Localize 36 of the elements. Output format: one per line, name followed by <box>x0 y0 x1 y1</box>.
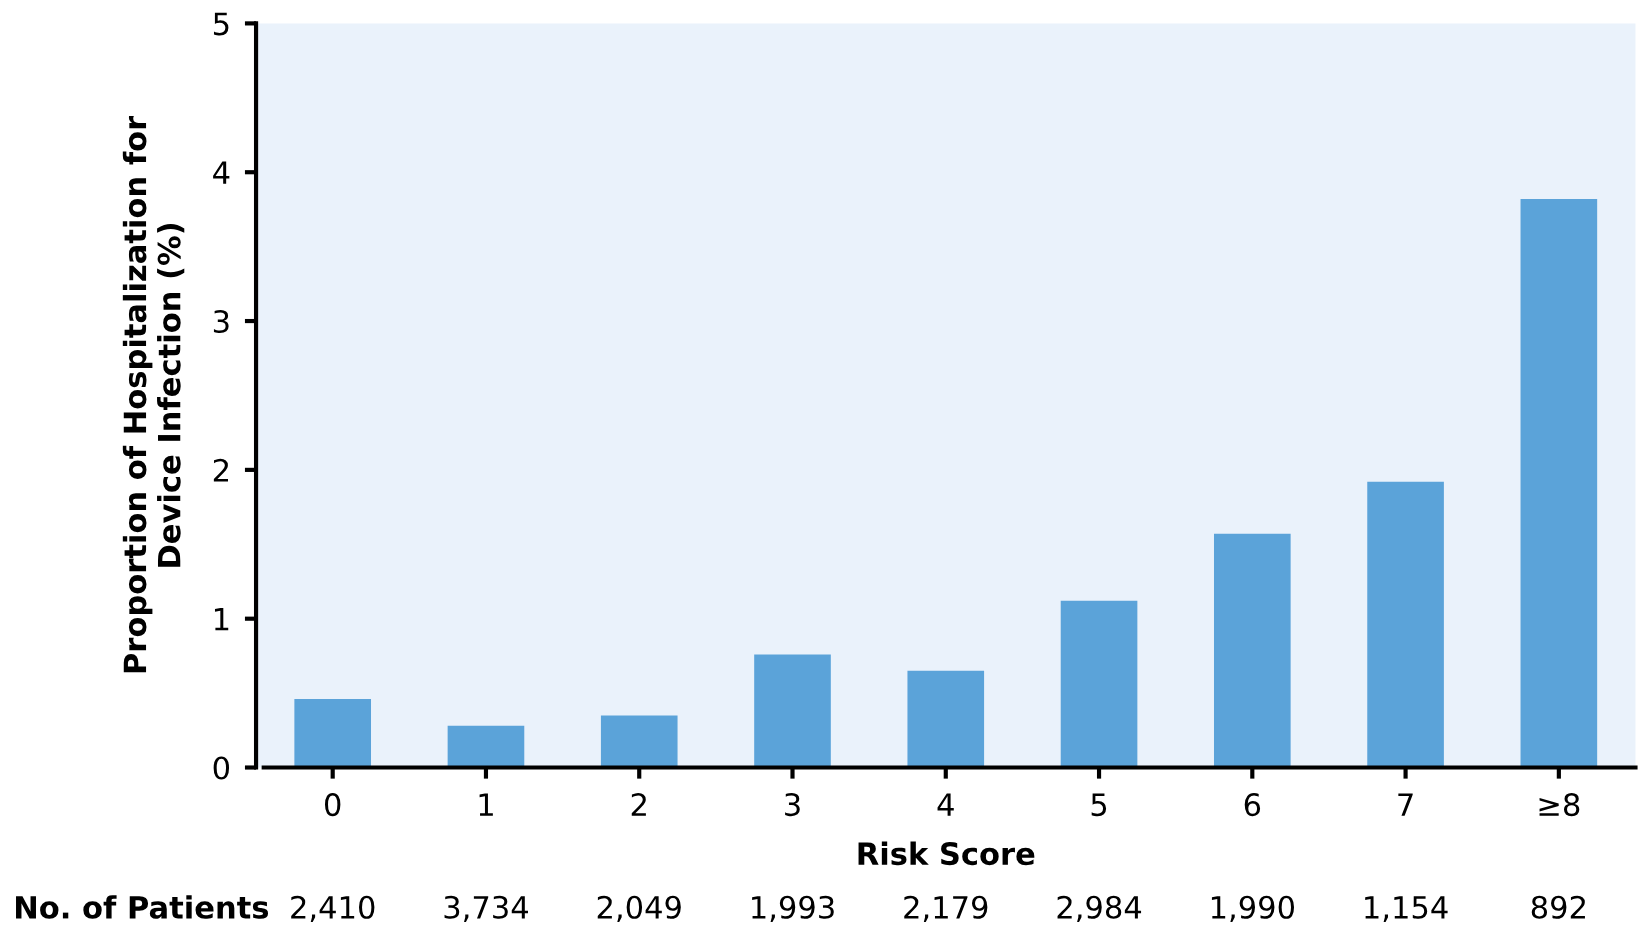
x-tick-label: 2 <box>631 793 646 816</box>
x-tick-label: 1 <box>479 793 493 816</box>
text: No. of Patients <box>16 895 269 919</box>
y-tick-label: 1 <box>214 608 229 631</box>
text: 1,990 <box>1211 895 1295 922</box>
x-tick-label: 7 <box>1398 793 1413 816</box>
y-tick-label: 3 <box>213 309 229 334</box>
x-tick-label: 6 <box>1244 793 1261 817</box>
text: 2,984 <box>1057 895 1142 922</box>
bar <box>447 725 525 768</box>
bar <box>1367 481 1444 768</box>
bar <box>1213 533 1291 768</box>
bar <box>294 699 372 768</box>
text: 1,993 <box>752 895 834 922</box>
text: 2,049 <box>597 895 681 922</box>
text: 2,410 <box>291 895 375 922</box>
y-tick-label: 5 <box>213 12 229 36</box>
x-tick-label: ≥8 <box>1539 793 1580 817</box>
x-tick-label: 3 <box>785 793 800 817</box>
bar <box>1060 600 1138 768</box>
x-tick-label: 0 <box>324 793 341 817</box>
x-tick-label: 4 <box>937 793 954 816</box>
text: 892 <box>1531 895 1585 919</box>
x-tick-label: 5 <box>1091 793 1107 817</box>
text: 2,179 <box>904 895 988 922</box>
y-axis-title: Proportion of Hospitalization for Device Infection (%) <box>122 115 185 673</box>
bar <box>907 670 985 768</box>
bar <box>754 654 831 768</box>
text: 3,734 <box>444 895 528 922</box>
y-tick-label: 2 <box>213 458 228 482</box>
text: 1,154 <box>1365 896 1448 922</box>
y-tick-label: 0 <box>213 756 230 780</box>
x-axis-title: Risk Score <box>858 841 1035 866</box>
bar <box>600 715 678 768</box>
y-tick-label: 4 <box>213 161 230 184</box>
bar <box>1520 199 1598 768</box>
